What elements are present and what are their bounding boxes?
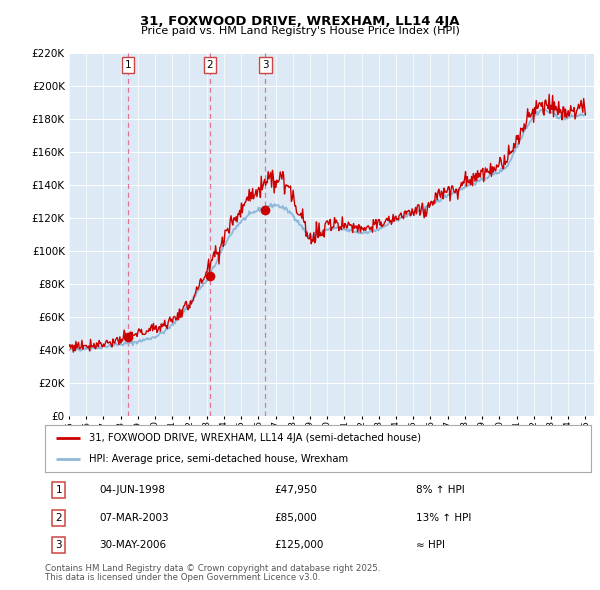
Text: 1: 1 <box>125 60 131 70</box>
Text: £85,000: £85,000 <box>274 513 317 523</box>
Text: 07-MAR-2003: 07-MAR-2003 <box>100 513 169 523</box>
Text: 2: 2 <box>206 60 213 70</box>
Text: £125,000: £125,000 <box>274 540 323 550</box>
Text: 13% ↑ HPI: 13% ↑ HPI <box>416 513 472 523</box>
Text: Contains HM Land Registry data © Crown copyright and database right 2025.: Contains HM Land Registry data © Crown c… <box>45 564 380 573</box>
Text: This data is licensed under the Open Government Licence v3.0.: This data is licensed under the Open Gov… <box>45 573 320 582</box>
Text: 31, FOXWOOD DRIVE, WREXHAM, LL14 4JA (semi-detached house): 31, FOXWOOD DRIVE, WREXHAM, LL14 4JA (se… <box>89 432 421 442</box>
Text: HPI: Average price, semi-detached house, Wrexham: HPI: Average price, semi-detached house,… <box>89 454 348 464</box>
Text: 31, FOXWOOD DRIVE, WREXHAM, LL14 4JA: 31, FOXWOOD DRIVE, WREXHAM, LL14 4JA <box>140 15 460 28</box>
Text: 04-JUN-1998: 04-JUN-1998 <box>100 486 166 496</box>
Text: 1: 1 <box>55 486 62 496</box>
Text: 3: 3 <box>55 540 62 550</box>
Text: 30-MAY-2006: 30-MAY-2006 <box>100 540 167 550</box>
Text: 3: 3 <box>262 60 269 70</box>
Text: 8% ↑ HPI: 8% ↑ HPI <box>416 486 465 496</box>
Text: Price paid vs. HM Land Registry's House Price Index (HPI): Price paid vs. HM Land Registry's House … <box>140 26 460 36</box>
Text: £47,950: £47,950 <box>274 486 317 496</box>
Text: ≈ HPI: ≈ HPI <box>416 540 445 550</box>
Text: 2: 2 <box>55 513 62 523</box>
